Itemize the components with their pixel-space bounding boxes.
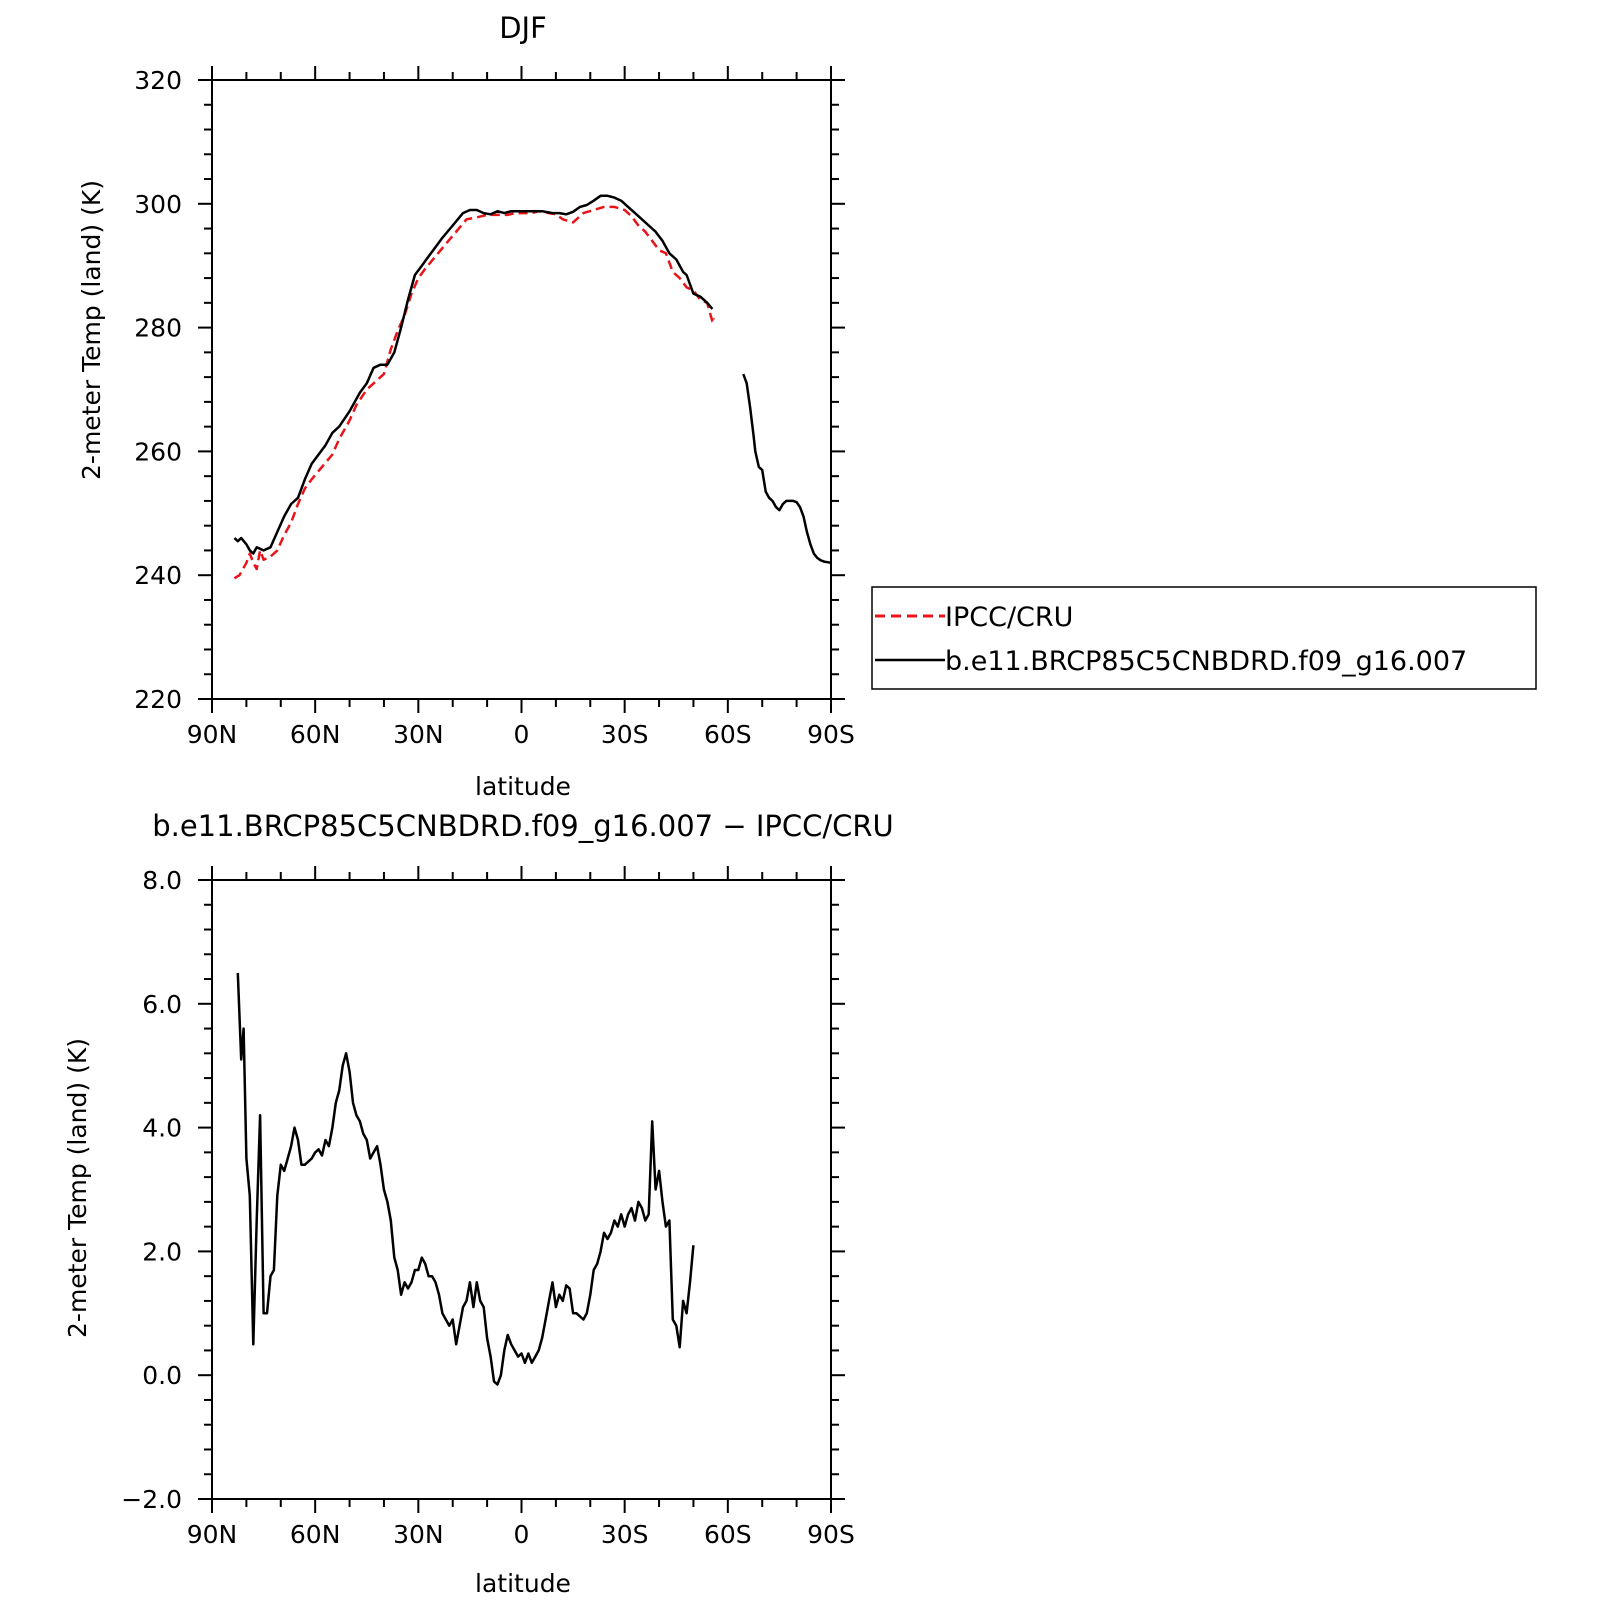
series-line-1-1 <box>742 373 832 565</box>
y-tick-label: 2.0 <box>142 1237 182 1266</box>
plot-frame <box>211 79 832 700</box>
x-tick-label: 0 <box>514 1520 530 1549</box>
x-tick-label: 90S <box>807 720 855 749</box>
x-tick-label: 30S <box>601 720 649 749</box>
legend-label-ipcc-cru: IPCC/CRU <box>945 602 1073 633</box>
x-tick-label: 90N <box>187 720 238 749</box>
legend-box <box>871 586 1537 690</box>
x-tick-label: 90S <box>807 1520 855 1549</box>
x-tick-label: 0 <box>514 720 530 749</box>
y-axis-label: 2-meter Temp (land) (K) <box>63 1038 92 1338</box>
top-plot-area: 90N 60N 30N 0 30S 60S 90S 220 240 260 280 300 320 <box>134 66 855 749</box>
y-tick-label: 4.0 <box>142 1114 182 1143</box>
y-tick-label: 8.0 <box>142 866 182 895</box>
series-line-0-0 <box>236 972 695 1386</box>
x-tick-label: 60N <box>290 720 341 749</box>
x-tick-label: 60S <box>704 1520 752 1549</box>
series-line-0-0 <box>233 205 716 580</box>
y-tick-label: 300 <box>134 190 182 219</box>
bottom-plot-area: 90N 60N 30N 0 30S 60S 90S −2.0 0.0 2.0 4.0 6.0 8.0 <box>121 866 855 1549</box>
x-axis-label: latitude <box>475 772 571 801</box>
y-tick-label: 280 <box>134 314 182 343</box>
x-tick-label: 90N <box>187 1520 238 1549</box>
x-tick-label: 30N <box>393 720 444 749</box>
x-axis-label: latitude <box>475 1569 571 1598</box>
series-line-1-0 <box>233 194 714 555</box>
legend-label-model: b.e11.BRCP85C5CNBDRD.f09_g16.007 <box>945 646 1467 677</box>
y-tick-label: 320 <box>134 66 182 95</box>
chart-title: b.e11.BRCP85C5CNBDRD.f09_g16.007 − IPCC/… <box>152 809 894 843</box>
y-tick-label: 220 <box>134 685 182 714</box>
x-tick-label: 60N <box>290 1520 341 1549</box>
y-axis-label: 2-meter Temp (land) (K) <box>77 180 106 480</box>
chart-title: DJF <box>499 11 547 45</box>
y-tick-label: −2.0 <box>121 1485 182 1514</box>
y-tick-label: 240 <box>134 561 182 590</box>
y-tick-label: 260 <box>134 437 182 466</box>
y-tick-label: 0.0 <box>142 1361 182 1390</box>
x-tick-label: 30N <box>393 1520 444 1549</box>
plot-frame <box>211 879 832 1500</box>
x-tick-label: 30S <box>601 1520 649 1549</box>
legend: IPCC/CRU b.e11.BRCP85C5CNBDRD.f09_g16.00… <box>871 586 1537 690</box>
top-chart: DJF 90N 60N 30N 0 30S 60S 90S 220 240 260 280 300 32… <box>77 11 855 801</box>
y-tick-label: 6.0 <box>142 990 182 1019</box>
bottom-chart: b.e11.BRCP85C5CNBDRD.f09_g16.007 − IPCC/… <box>63 809 894 1598</box>
x-tick-label: 60S <box>704 720 752 749</box>
